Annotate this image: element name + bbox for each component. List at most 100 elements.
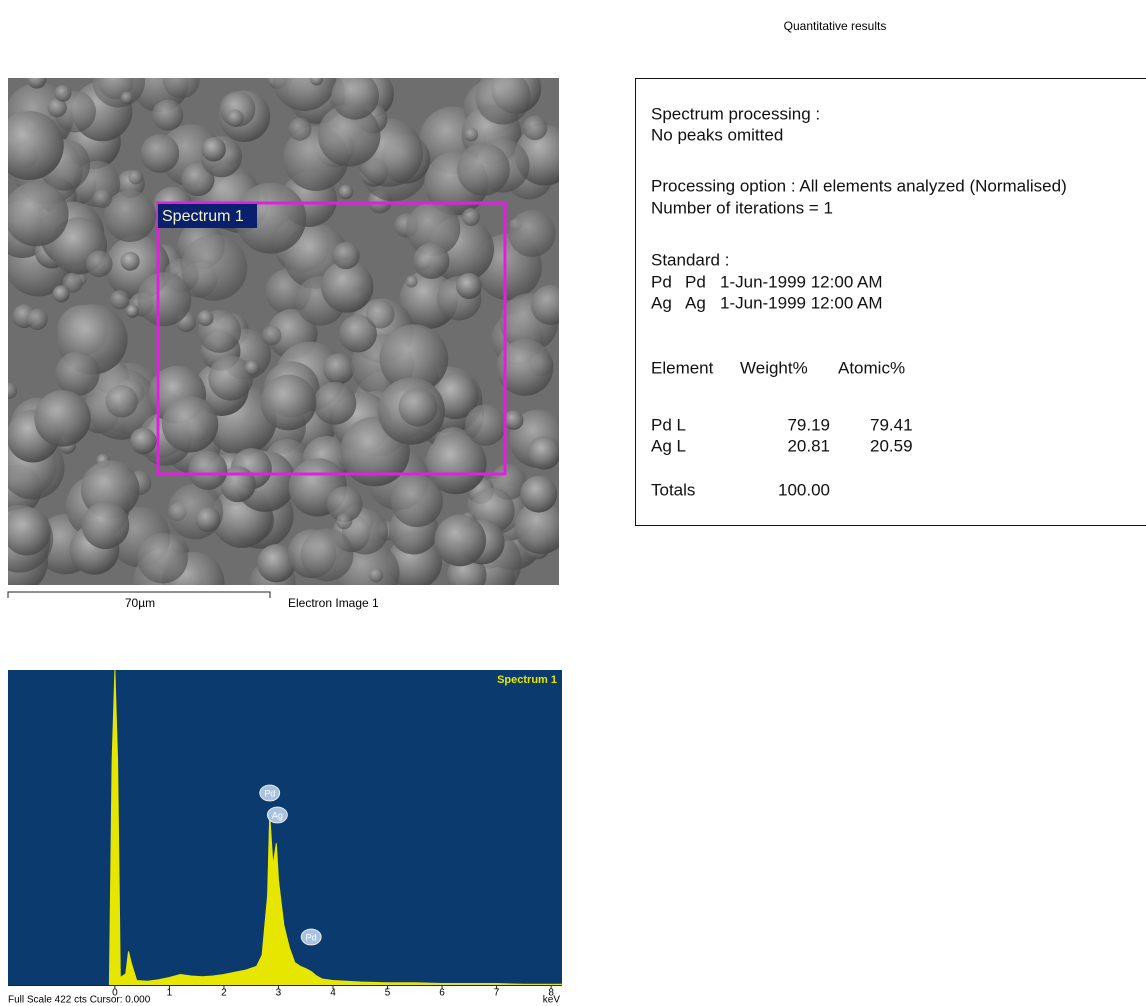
- x-tick-label: 1: [167, 988, 173, 999]
- sem-blob: [369, 568, 383, 582]
- x-tick-label: 8: [548, 988, 554, 999]
- sem-blob: [520, 476, 557, 513]
- sem-blob: [456, 273, 482, 299]
- sem-blob: [54, 85, 71, 102]
- standard-cell: 1-Jun-1999 12:00 AM: [720, 293, 883, 312]
- sem-blob: [434, 515, 486, 567]
- report-line: Number of iterations = 1: [651, 198, 833, 217]
- peak-label: Pd: [264, 788, 275, 798]
- sem-blob: [1, 382, 18, 399]
- sem-blob: [527, 436, 561, 470]
- sem-blob: [93, 189, 112, 208]
- report-box: [636, 79, 1146, 526]
- report-line: Processing option : All elements analyze…: [651, 176, 1067, 195]
- x-tick-label: 6: [439, 988, 445, 999]
- sem-blob: [465, 404, 507, 446]
- table-cell: 79.19: [787, 415, 830, 434]
- peak-label: Pd: [306, 932, 317, 942]
- report-line: No peaks omitted: [651, 125, 783, 144]
- sem-blob: [140, 134, 179, 173]
- sem-blob: [4, 182, 69, 247]
- sem-blob: [313, 382, 356, 425]
- region-label: Spectrum 1: [162, 208, 244, 225]
- sem-blob: [331, 72, 379, 120]
- sem-blob: [27, 69, 47, 89]
- sem-blob: [457, 143, 510, 196]
- sem-blob: [339, 185, 354, 200]
- sem-blob: [92, 55, 145, 108]
- sem-blob: [504, 410, 524, 430]
- sem-blob: [323, 353, 354, 384]
- sem-blob: [126, 304, 139, 317]
- sem-blob: [130, 428, 157, 455]
- sem-blob: [3, 507, 51, 555]
- standard-cell: 1-Jun-1999 12:00 AM: [720, 272, 883, 291]
- sem-blob: [162, 396, 218, 452]
- sem-blob: [55, 352, 99, 396]
- sem-blob: [531, 285, 571, 325]
- standard-cell: Pd: [685, 272, 706, 291]
- spectrum-title: Spectrum 1: [497, 674, 557, 686]
- sem-blob: [244, 360, 259, 375]
- page: Quantitative results Spectrum 1 70µm Ele…: [0, 0, 1146, 1006]
- x-tick-label: 4: [330, 988, 336, 999]
- sem-blob: [391, 475, 443, 527]
- table-totals: Totals: [651, 480, 695, 499]
- x-tick-label: 5: [385, 988, 391, 999]
- table-cell: 20.59: [870, 436, 913, 455]
- sem-blob: [152, 100, 183, 131]
- standard-cell: Ag: [651, 293, 672, 312]
- standard-cell: Pd: [651, 272, 672, 291]
- sem-blob: [509, 210, 556, 257]
- sem-blob: [188, 451, 227, 490]
- sem-blob: [336, 513, 352, 529]
- sem-blob: [34, 390, 90, 446]
- sem-blob: [208, 356, 253, 401]
- table-header: Atomic%: [838, 358, 905, 377]
- table-header: Element: [651, 358, 714, 377]
- sem-blob: [201, 137, 225, 161]
- sem-blob: [462, 208, 480, 226]
- sem-blob: [53, 285, 70, 302]
- sem-blob: [197, 310, 213, 326]
- sem-blob: [121, 252, 140, 271]
- table-header: Weight%: [740, 358, 808, 377]
- sem-blob: [288, 118, 311, 141]
- sem-blob: [406, 275, 418, 287]
- image-caption: Electron Image 1: [288, 596, 379, 610]
- sem-blob: [475, 69, 530, 124]
- sem-blob: [310, 73, 323, 86]
- sem-blob: [464, 128, 478, 142]
- sem-blob: [399, 388, 438, 427]
- table-cell: Ag L: [651, 436, 686, 455]
- sem-blob: [121, 92, 134, 105]
- sem-blob: [301, 528, 354, 581]
- sem-blob: [82, 502, 129, 549]
- standard-cell: Ag: [685, 293, 706, 312]
- sem-blob: [262, 326, 282, 346]
- sem-blob: [105, 385, 137, 417]
- sem-blob: [332, 242, 359, 269]
- table-cell: 79.41: [870, 415, 913, 434]
- sem-blob: [86, 251, 113, 278]
- x-tick-label: 3: [276, 988, 282, 999]
- x-tick-label: 0: [112, 988, 118, 999]
- sem-blob: [226, 110, 243, 127]
- sem-blob: [181, 234, 247, 300]
- table-totals: 100.00: [778, 480, 830, 499]
- sem-blob: [413, 243, 449, 279]
- sem-blob: [128, 170, 143, 185]
- sem-blob: [523, 116, 548, 141]
- sem-blob: [137, 533, 188, 584]
- sem-blob: [27, 309, 48, 330]
- table-cell: Pd L: [651, 415, 686, 434]
- sem-blob: [195, 507, 220, 532]
- sem-blob: [137, 272, 191, 326]
- sem-blob: [366, 300, 395, 329]
- x-tick-label: 2: [221, 988, 227, 999]
- page-title: Quantitative results: [784, 19, 887, 33]
- report-line: Standard :: [651, 250, 729, 269]
- spectrum-footer: Full Scale 422 cts Cursor: 0.000: [8, 995, 151, 1006]
- x-tick-label: 7: [494, 988, 500, 999]
- sem-blob: [261, 375, 317, 431]
